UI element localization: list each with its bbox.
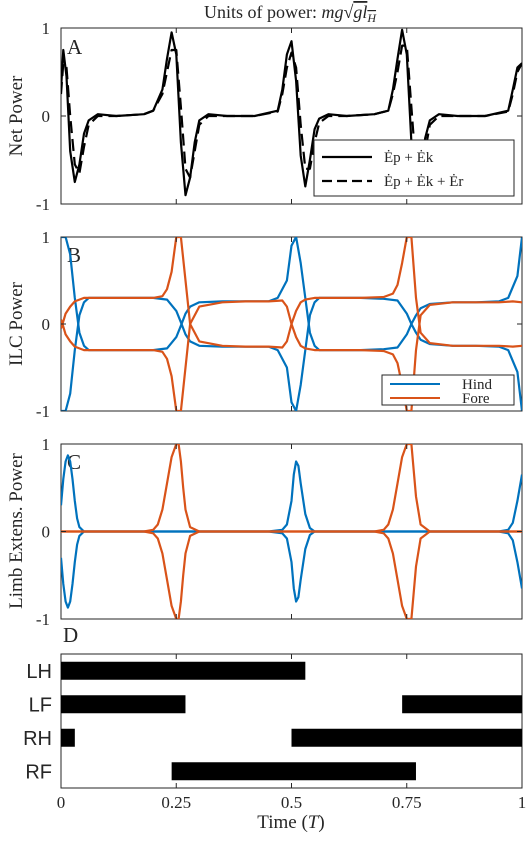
y-tick-label: 1 (42, 435, 51, 454)
panel-c-curves (61, 444, 522, 619)
series-line-hind (61, 237, 522, 352)
series-line-fore-mirror (61, 299, 522, 411)
gait-bars (61, 661, 522, 781)
series-line-hind (61, 454, 522, 533)
legend-label-hind: Hind (462, 377, 493, 393)
panel-c-label: C (67, 450, 81, 474)
x-axis-label: Time (T) (257, 812, 324, 833)
legend-box (381, 374, 515, 406)
x-tick-label: 0.75 (392, 793, 422, 812)
row-label-lf: LF (29, 694, 52, 716)
gait-row-labels: LH LF RH RF (23, 661, 52, 784)
panel-b-legend: Hind Fore (381, 374, 515, 407)
panel-d-ticks: 0 0.25 0.5 0.75 1 (57, 654, 526, 812)
panel-b-ticks: -1 0 1 (36, 228, 522, 421)
panel-a-label: A (67, 35, 83, 59)
legend-box (313, 139, 515, 197)
stance-bar-lf (402, 695, 522, 714)
stance-bar-lh (61, 661, 306, 680)
series-line-fore (61, 237, 522, 349)
row-label-rf: RF (25, 761, 52, 783)
panel-c: C Limb Extens. Power -1 0 1 (6, 435, 523, 629)
panel-d: D LH LF RH RF 0 0.25 0.5 0.75 1 (23, 623, 526, 812)
x-tick-label: 1 (518, 793, 526, 812)
y-tick-label: -1 (36, 402, 50, 421)
x-tick-label: 0 (57, 793, 66, 812)
panel-c-ylabel: Limb Extens. Power (6, 452, 27, 608)
x-tick-label: 0.25 (161, 793, 191, 812)
legend-label-ep-ek: Ėp + Ėk (384, 150, 434, 166)
stance-bar-rh (61, 728, 75, 747)
panel-c-ticks: -1 0 1 (36, 435, 522, 629)
stance-bar-rf (171, 762, 416, 781)
y-tick-label: 0 (42, 523, 51, 542)
panel-a-legend: Ėp + Ėk Ėp + Ėk + Ėr (313, 139, 515, 197)
y-tick-label: -1 (36, 610, 50, 629)
y-tick-label: 0 (42, 107, 51, 126)
y-tick-label: 0 (42, 315, 51, 334)
panel-b-ylabel: ILC Power (6, 281, 27, 366)
panel-a-ticks: -1 0 1 (36, 19, 522, 214)
stance-bar-rh (291, 728, 522, 747)
y-tick-label: 1 (42, 19, 51, 38)
series-line-hind-mirror (61, 530, 522, 609)
panel-b-curves (61, 237, 522, 411)
figure-title: Units of power: mg√glH (204, 2, 377, 25)
panel-a: A Net Power -1 0 1 Ėp + Ėk Ėp + Ėk + Ėr (6, 19, 523, 214)
series-line-fore (61, 444, 522, 533)
panel-d-label: D (63, 623, 78, 647)
y-tick-label: 1 (42, 228, 51, 247)
legend-label-fore: Fore (462, 391, 490, 407)
row-label-rh: RH (23, 728, 52, 750)
y-tick-label: -1 (36, 195, 50, 214)
panel-a-ylabel: Net Power (6, 75, 27, 156)
series-line-fore-mirror (61, 530, 522, 619)
legend-label-ep-ek-er: Ėp + Ėk + Ėr (384, 174, 463, 190)
stance-bar-lf (61, 695, 186, 714)
x-tick-label: 0.5 (281, 793, 302, 812)
row-label-lh: LH (26, 661, 52, 683)
panel-b: B ILC Power -101 Hind Fore (6, 228, 523, 421)
